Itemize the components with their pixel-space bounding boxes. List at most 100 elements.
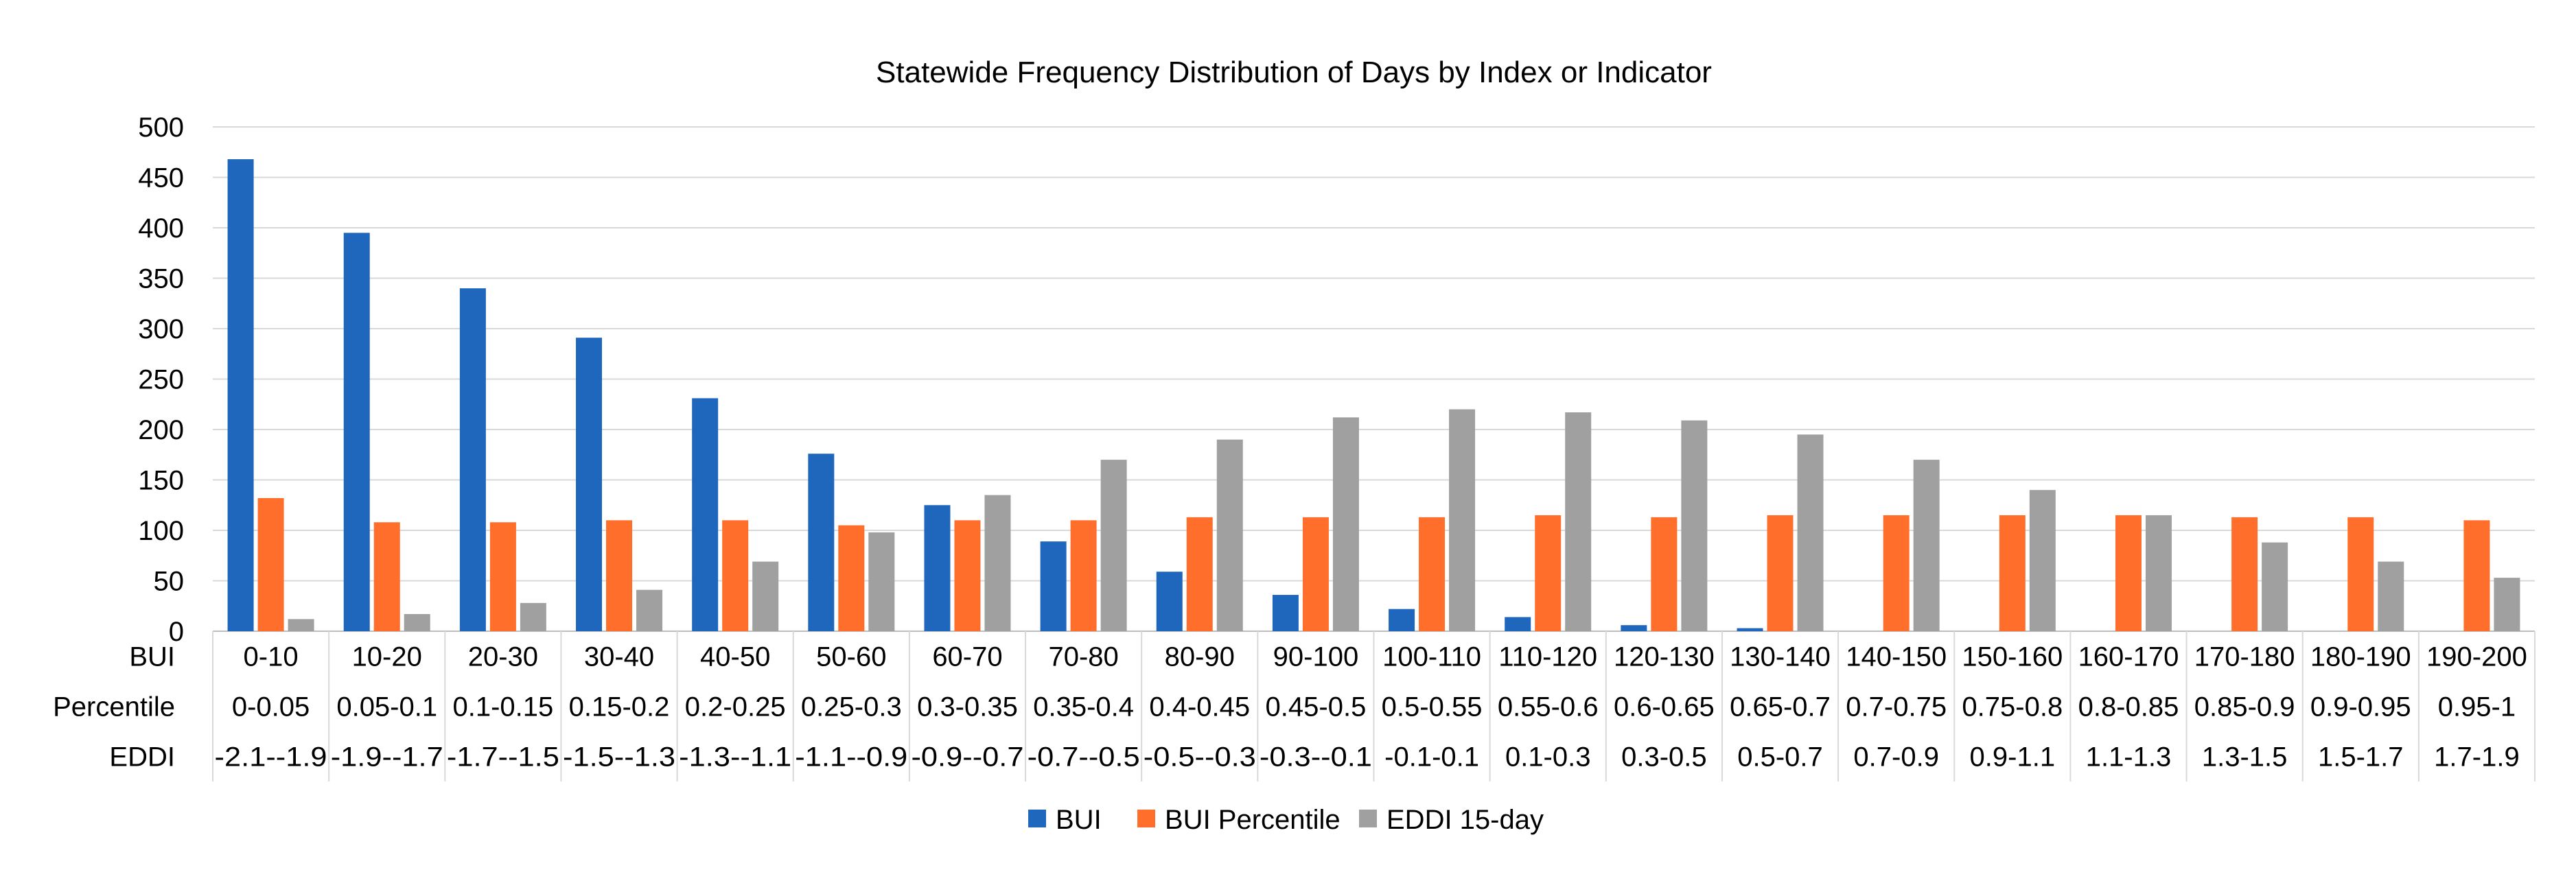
bar-eddi-15-day (2378, 561, 2404, 631)
bar-eddi-15-day (520, 602, 546, 631)
category-label: -2.1--1.9 (215, 742, 327, 773)
y-tick-label: 450 (138, 163, 184, 193)
bar-eddi-15-day (1913, 460, 1940, 631)
category-label: -1.1--0.9 (795, 742, 907, 773)
category-label: 0-10 (244, 642, 299, 672)
category-label: 10-20 (352, 642, 422, 672)
bar-bui (924, 505, 951, 631)
bar-bui-percentile (1999, 515, 2026, 631)
category-label: 80-90 (1165, 642, 1235, 672)
bar-bui-percentile (1186, 517, 1213, 631)
bar-bui-percentile (2347, 517, 2374, 631)
legend-label: BUI (1056, 805, 1102, 835)
category-label: 70-80 (1048, 642, 1118, 672)
y-tick-label: 400 (138, 213, 184, 244)
category-label: 40-50 (700, 642, 770, 672)
bar-bui-percentile (722, 520, 749, 631)
bar-eddi-15-day (868, 532, 895, 631)
bar-bui (1040, 541, 1067, 631)
category-label: 0.7-0.75 (1846, 692, 1947, 722)
bar-eddi-15-day (984, 495, 1011, 631)
y-tick-label: 50 (154, 567, 185, 597)
category-label: -1.7--1.5 (447, 742, 559, 773)
bar-bui (576, 338, 603, 631)
category-label: 0.35-0.4 (1033, 692, 1134, 722)
bar-bui-percentile (489, 522, 516, 631)
bar-eddi-15-day (1565, 412, 1592, 631)
category-label: 60-70 (932, 642, 1002, 672)
category-label: 0.3-0.35 (917, 692, 1018, 722)
bar-eddi-15-day (1681, 420, 1708, 631)
category-label: -0.5--0.3 (1144, 742, 1256, 773)
bar-bui (1737, 628, 1763, 631)
y-tick-label: 300 (138, 314, 184, 344)
bar-bui (1389, 609, 1415, 631)
bar-bui (1272, 595, 1299, 631)
legend-swatch (1359, 810, 1377, 827)
category-label: 180-190 (2310, 642, 2411, 672)
category-label: -1.5--1.3 (563, 742, 675, 773)
category-label: 100-110 (1382, 642, 1481, 672)
y-tick-label: 350 (138, 264, 184, 294)
category-row-label: Percentile (53, 692, 175, 722)
category-label: 0-0.05 (232, 692, 310, 722)
category-label: 0.1-0.3 (1505, 742, 1591, 773)
category-label: 0.55-0.6 (1498, 692, 1599, 722)
category-label: 190-200 (2426, 642, 2527, 672)
bar-bui (692, 398, 719, 631)
gridlines (213, 126, 2535, 632)
category-label: 0.45-0.5 (1266, 692, 1367, 722)
bar-eddi-15-day (404, 614, 430, 631)
y-tick-label: 150 (138, 466, 184, 496)
category-row-label: BUI (129, 642, 175, 672)
category-table: BUI 0-10 10-20 20-30 30-40 40-50 50-60 60-70 70-… (53, 631, 2536, 781)
category-label: 120-130 (1614, 642, 1715, 672)
bar-bui-percentile (838, 525, 865, 631)
bar-bui-percentile (2115, 515, 2142, 631)
category-label: 0.05-0.1 (336, 692, 437, 722)
category-label: -0.7--0.5 (1028, 742, 1140, 773)
legend-label: BUI Percentile (1165, 805, 1341, 835)
category-label: -0.9--0.7 (911, 742, 1023, 773)
bar-bui-percentile (1651, 517, 1678, 631)
category-label: 30-40 (584, 642, 654, 672)
category-label: 0.85-0.9 (2194, 692, 2295, 722)
category-label: -1.9--1.7 (331, 742, 443, 773)
category-label: 1.7-1.9 (2434, 742, 2520, 773)
bar-eddi-15-day (1449, 409, 1476, 631)
bar-bui (227, 159, 254, 632)
category-label: 0.7-0.9 (1853, 742, 1939, 773)
y-tick-label: 250 (138, 365, 184, 395)
bar-eddi-15-day (752, 561, 779, 631)
category-label: 20-30 (468, 642, 538, 672)
category-label: 0.9-0.95 (2310, 692, 2411, 722)
y-tick-label: 100 (138, 516, 184, 546)
bar-bui-percentile (257, 497, 284, 631)
bars (227, 159, 2520, 632)
bar-bui-percentile (1070, 520, 1097, 631)
category-label: 0.6-0.65 (1614, 692, 1715, 722)
bar-eddi-15-day (1797, 434, 1824, 631)
category-row-label: EDDI (109, 742, 175, 773)
category-label: 130-140 (1730, 642, 1831, 672)
bar-eddi-15-day (2262, 542, 2288, 631)
category-label: 1.5-1.7 (2318, 742, 2404, 773)
category-label: 140-150 (1846, 642, 1947, 672)
category-label: 0.2-0.25 (685, 692, 786, 722)
bar-bui (343, 233, 370, 632)
bar-bui-percentile (1883, 515, 1910, 631)
y-tick-label: 0 (169, 617, 184, 647)
category-label: -0.1-0.1 (1384, 742, 1479, 773)
bar-eddi-15-day (636, 589, 663, 631)
bar-bui-percentile (373, 522, 400, 631)
category-label: 0.95-1 (2438, 692, 2516, 722)
bar-bui (1156, 572, 1183, 631)
category-label: 0.5-0.7 (1737, 742, 1823, 773)
bar-bui-percentile (606, 520, 633, 631)
bar-eddi-15-day (2494, 578, 2520, 631)
legend-label: EDDI 15-day (1386, 805, 1544, 835)
category-label: 0.15-0.2 (569, 692, 670, 722)
category-label: 0.5-0.55 (1382, 692, 1483, 722)
